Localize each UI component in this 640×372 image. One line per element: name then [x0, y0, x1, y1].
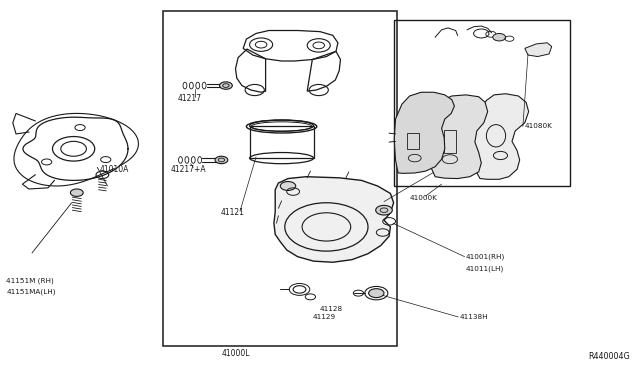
Bar — [250, 126, 314, 158]
Circle shape — [215, 156, 228, 164]
Bar — [407, 133, 419, 149]
Polygon shape — [394, 92, 454, 173]
Text: 41217: 41217 — [177, 94, 202, 103]
Bar — [394, 20, 570, 186]
Polygon shape — [274, 177, 394, 262]
Text: 41121: 41121 — [221, 208, 244, 217]
Text: 41151M (RH): 41151M (RH) — [6, 278, 54, 284]
Text: 41080K: 41080K — [525, 124, 553, 129]
Circle shape — [369, 289, 384, 298]
Circle shape — [220, 82, 232, 89]
Polygon shape — [428, 95, 488, 179]
Circle shape — [376, 205, 392, 215]
Bar — [163, 11, 397, 346]
Polygon shape — [525, 43, 552, 57]
Text: 41128: 41128 — [320, 306, 343, 312]
Text: R440004G: R440004G — [589, 352, 630, 361]
Text: 41001(RH): 41001(RH) — [466, 253, 505, 260]
Circle shape — [493, 33, 506, 41]
Bar — [444, 130, 456, 153]
Text: 41011(LH): 41011(LH) — [466, 265, 504, 272]
Text: 41151MA(LH): 41151MA(LH) — [6, 289, 56, 295]
Polygon shape — [472, 94, 529, 179]
Circle shape — [280, 182, 296, 190]
Text: 41000L: 41000L — [221, 349, 250, 358]
Text: 41138H: 41138H — [460, 314, 488, 320]
Text: 41139H: 41139H — [468, 150, 497, 155]
Text: 41129: 41129 — [312, 314, 335, 320]
Circle shape — [70, 189, 83, 196]
Text: 41000K: 41000K — [410, 195, 438, 201]
Text: 41010A: 41010A — [99, 165, 129, 174]
Text: 41217+A: 41217+A — [171, 165, 207, 174]
